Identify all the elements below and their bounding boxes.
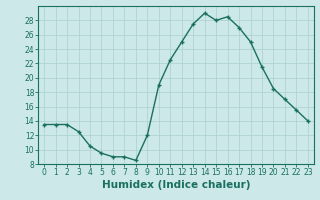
X-axis label: Humidex (Indice chaleur): Humidex (Indice chaleur) (102, 180, 250, 190)
